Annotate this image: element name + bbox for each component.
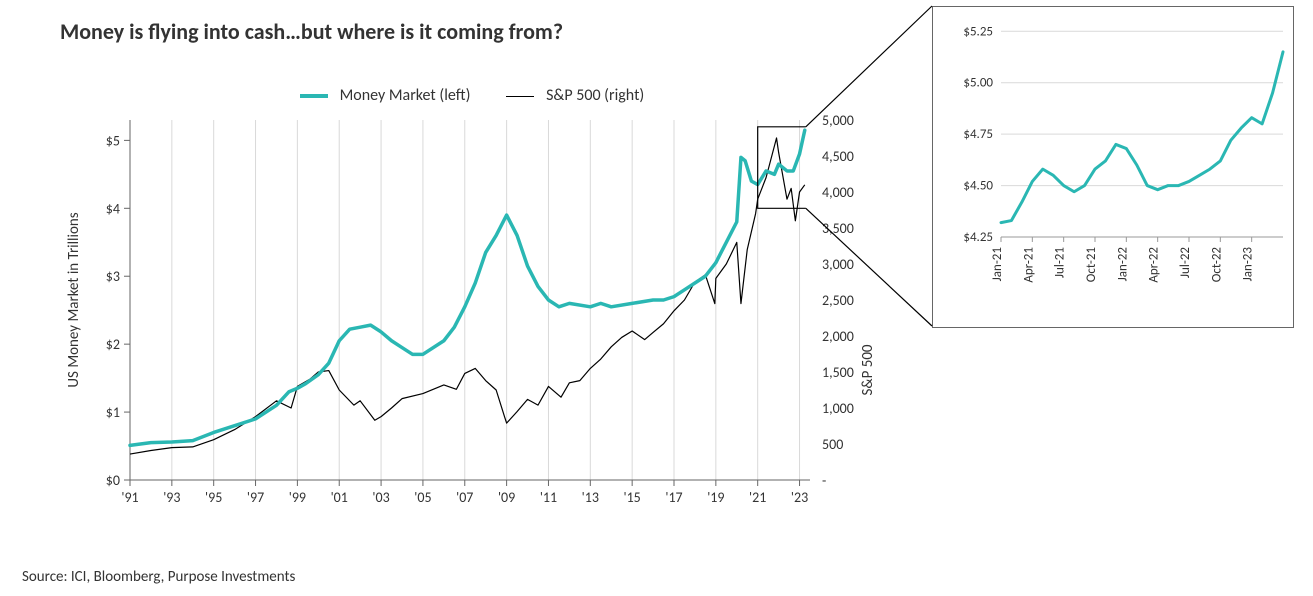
svg-text:'01: '01 xyxy=(331,489,348,506)
svg-text:$5.25: $5.25 xyxy=(963,24,993,39)
svg-text:Jul-22: Jul-22 xyxy=(1178,247,1193,279)
legend-swatch-money-market-icon xyxy=(300,94,328,98)
svg-text:$4: $4 xyxy=(106,200,120,217)
svg-text:$5: $5 xyxy=(106,132,120,149)
svg-text:2,500: 2,500 xyxy=(822,292,854,309)
svg-text:$0: $0 xyxy=(106,472,120,489)
svg-text:Apr-22: Apr-22 xyxy=(1147,247,1162,283)
svg-text:3,500: 3,500 xyxy=(822,220,854,237)
svg-text:'09: '09 xyxy=(498,489,515,506)
svg-text:Jan-22: Jan-22 xyxy=(1115,247,1130,282)
svg-text:1,000: 1,000 xyxy=(822,400,854,417)
svg-text:$2: $2 xyxy=(106,336,120,353)
svg-text:Oct-21: Oct-21 xyxy=(1084,247,1099,282)
main-chart: '91 '93 '95 '97 '99 '01 '03 '05 '07 '09 '11 '13 '15 '… xyxy=(60,100,880,520)
svg-text:$4.75: $4.75 xyxy=(963,127,993,142)
svg-text:'13: '13 xyxy=(582,489,599,506)
source-attribution: Source: ICI, Bloomberg, Purpose Investme… xyxy=(22,568,295,586)
svg-text:4,500: 4,500 xyxy=(822,148,854,165)
svg-text:'93: '93 xyxy=(163,489,180,506)
inset-chart-svg: $4.25 $4.50 $4.75 $5.00 $5.25 Jan-21 Apr-21 Jul… xyxy=(933,7,1293,327)
svg-text:'21: '21 xyxy=(749,489,766,506)
svg-text:'05: '05 xyxy=(414,489,431,506)
svg-text:3,000: 3,000 xyxy=(822,256,854,273)
svg-text:2,000: 2,000 xyxy=(822,328,854,345)
inset-chart: $4.25 $4.50 $4.75 $5.00 $5.25 Jan-21 Apr-21 Jul… xyxy=(932,6,1294,328)
svg-text:$5.00: $5.00 xyxy=(963,76,993,91)
svg-text:$3: $3 xyxy=(106,268,120,285)
svg-text:Jul-21: Jul-21 xyxy=(1053,247,1068,278)
chart-title: Money is flying into cash…but where is i… xyxy=(60,18,563,45)
svg-text:'11: '11 xyxy=(540,489,557,506)
svg-text:$4.50: $4.50 xyxy=(963,179,993,194)
svg-text:-: - xyxy=(822,472,826,489)
svg-text:'17: '17 xyxy=(665,489,682,506)
legend-swatch-sp500-icon xyxy=(506,96,534,97)
svg-text:'91: '91 xyxy=(121,489,138,506)
svg-text:Jan-21: Jan-21 xyxy=(990,247,1005,281)
svg-text:5,000: 5,000 xyxy=(822,112,854,129)
svg-text:US Money Market in Trillions: US Money Market in Trillions xyxy=(65,212,83,387)
svg-text:S&P 500: S&P 500 xyxy=(859,344,877,395)
svg-text:'19: '19 xyxy=(707,489,724,506)
svg-text:$4.25: $4.25 xyxy=(963,230,993,245)
svg-text:Oct-22: Oct-22 xyxy=(1209,247,1224,283)
svg-text:'23: '23 xyxy=(791,489,808,506)
svg-text:$1: $1 xyxy=(106,404,120,421)
svg-text:'97: '97 xyxy=(247,489,264,506)
svg-text:1,500: 1,500 xyxy=(822,364,854,381)
svg-text:Jan-23: Jan-23 xyxy=(1241,247,1256,282)
svg-text:'03: '03 xyxy=(372,489,389,506)
svg-text:Apr-21: Apr-21 xyxy=(1021,247,1036,283)
svg-text:'15: '15 xyxy=(624,489,641,506)
svg-text:'95: '95 xyxy=(205,489,222,506)
svg-text:'07: '07 xyxy=(456,489,473,506)
svg-text:4,000: 4,000 xyxy=(822,184,854,201)
main-chart-svg: '91 '93 '95 '97 '99 '01 '03 '05 '07 '09 '11 '13 '15 '… xyxy=(60,100,880,520)
svg-text:500: 500 xyxy=(822,436,843,453)
svg-text:'99: '99 xyxy=(289,489,306,506)
